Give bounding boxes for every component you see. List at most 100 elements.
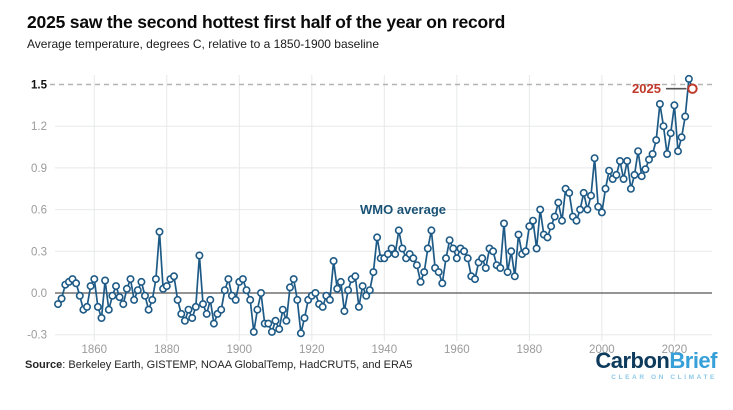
data-point [565,188,574,197]
data-point [623,157,632,166]
data-point [365,286,374,295]
chart-subtitle: Average temperature, degrees C, relative… [27,37,380,51]
data-point [510,272,519,281]
data-point [641,165,650,174]
y-axis-labels: -0.3 0.0 0.3 0.6 0.9 1.2 1.5 [27,80,47,342]
data-point [90,275,99,284]
data-point [180,316,189,325]
data-point [126,275,135,284]
data-point [325,295,334,304]
data-point [162,282,171,291]
x-tick-label: 1880 [154,344,180,356]
data-point [554,198,563,207]
data-point [191,302,200,311]
data-point [499,219,508,228]
data-point [97,313,106,322]
data-point [547,222,556,231]
data-point [231,295,240,304]
x-tick-label: 1860 [81,344,107,356]
data-point [115,293,124,302]
annotation-wmo-average: WMO average [360,202,446,217]
x-axis-labels: 1860 1880 1900 1920 1940 1960 1980 2000 2020 [81,344,687,356]
data-point [666,129,675,138]
data-points [53,74,698,338]
data-point [224,275,233,284]
data-point [122,284,131,293]
data-point [452,254,461,263]
data-point [634,147,643,156]
data-point [503,268,512,277]
data-point [449,244,458,253]
data-point [398,244,407,253]
data-point [242,286,251,295]
data-point [605,166,614,175]
data-point [101,276,110,285]
data-point [202,309,211,318]
y-tick-label: 1.2 [31,121,47,133]
data-point [557,216,566,225]
annotation-2025: 2025 [632,81,661,96]
data-point [112,282,121,291]
data-point [514,230,523,239]
data-point [536,205,545,214]
data-point [550,212,559,221]
data-point [57,294,66,303]
data-point [434,268,443,277]
data-point [489,247,498,256]
data-point [470,275,479,284]
data-point [626,184,635,193]
data-point [637,172,646,181]
data-point [177,309,186,318]
data-point [594,202,603,211]
data-point [362,291,371,300]
data-point [173,295,182,304]
data-point [619,175,628,184]
data-point [648,150,657,159]
data-point [282,316,291,325]
data-point [681,112,690,121]
data-point [333,284,342,293]
carbonbrief-logo: CarbonBrief CLEAR ON CLIMATE [595,350,717,382]
data-point [590,154,599,163]
data-point [383,250,392,259]
data-point [438,279,447,288]
data-point [249,327,258,336]
data-point [344,286,353,295]
data-point [329,256,338,265]
data-point [151,275,160,284]
data-point [119,300,128,309]
source-label: Source [25,359,63,371]
data-point [199,300,208,309]
data-point [195,251,204,260]
data-point [256,288,265,297]
data-point [583,205,592,214]
data-point [460,247,469,256]
source-text: : Berkeley Earth, GISTEMP, NOAA GlobalTe… [62,359,413,371]
data-point [670,101,679,110]
data-point [137,277,146,286]
data-point [427,226,436,235]
data-point [246,295,255,304]
data-point [612,170,621,179]
x-tick-label: 1980 [517,344,543,356]
data-point [155,227,164,236]
data-point [373,233,382,242]
data-point [586,191,595,200]
y-tick-label: 1.5 [31,80,48,92]
data-point [238,275,247,284]
data-point [615,157,624,166]
carbonbrief-wordmark: CarbonBrief [595,350,717,372]
x-tick-label: 1940 [372,344,398,356]
data-point [170,272,179,281]
data-point [576,205,585,214]
data-point [579,188,588,197]
data-point [271,316,280,325]
logo-tagline: CLEAR ON CLIMATE [611,374,717,381]
data-point [53,300,62,309]
data-point [104,305,113,314]
data-point [289,275,298,284]
data-point [217,305,226,314]
data-point-2025-highlight [687,83,698,94]
data-point [340,307,349,316]
